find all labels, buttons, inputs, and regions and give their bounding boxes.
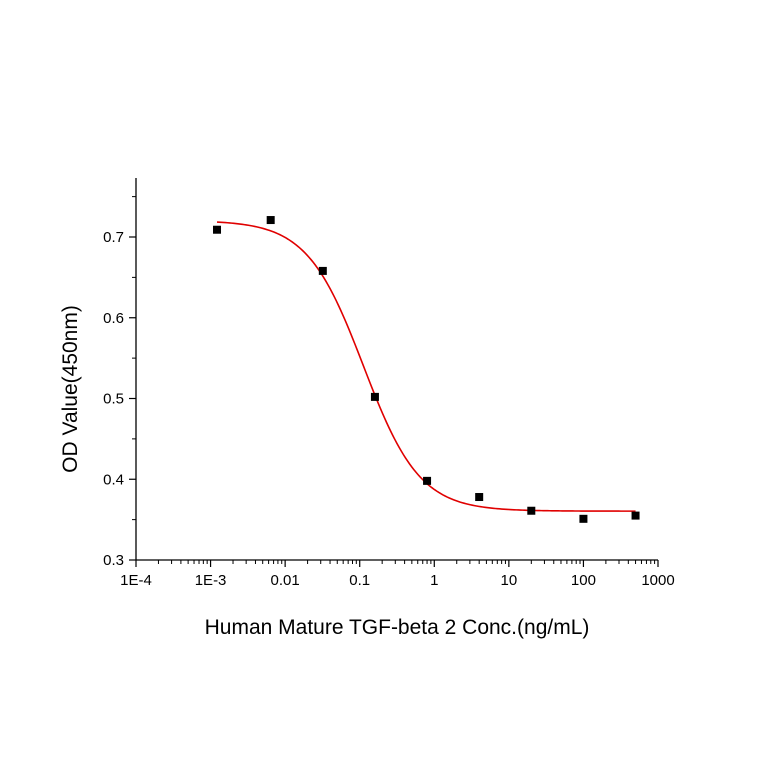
fit-curve (216, 221, 636, 512)
y-tick-label: 0.4 (103, 471, 124, 488)
data-point (527, 506, 536, 515)
data-points-layer (213, 216, 640, 523)
x-tick-label: 10 (501, 572, 518, 589)
data-point (213, 225, 222, 234)
x-tick-label: 1E-3 (195, 572, 227, 589)
y-tick-label: 0.6 (103, 310, 124, 327)
fit-curve-layer (216, 221, 636, 512)
x-tick-label: 1000 (641, 572, 674, 589)
data-point (266, 216, 275, 225)
y-tick-label: 0.5 (103, 391, 124, 408)
x-tick-label: 1E-4 (120, 572, 152, 589)
data-point (423, 476, 432, 485)
y-axis-title: OD Value(450nm) (59, 305, 82, 473)
y-tick-label: 0.3 (103, 552, 124, 569)
data-point (370, 392, 379, 401)
data-point (475, 493, 484, 502)
data-point (631, 511, 640, 520)
data-point (579, 514, 588, 523)
data-point (318, 266, 327, 275)
x-tick-label: 0.01 (271, 572, 300, 589)
y-tick-label: 0.7 (103, 229, 124, 246)
x-tick-label: 0.1 (349, 572, 370, 589)
x-tick-label: 100 (571, 572, 596, 589)
x-axis-title: Human Mature TGF-beta 2 Conc.(ng/mL) (205, 616, 590, 639)
x-tick-label: 1 (430, 572, 438, 589)
axes: 1E-4 1E-3 0.01 0.1 1 10 100 1000 0.3 0.4 0.5 0.6 0.7 (103, 178, 675, 589)
